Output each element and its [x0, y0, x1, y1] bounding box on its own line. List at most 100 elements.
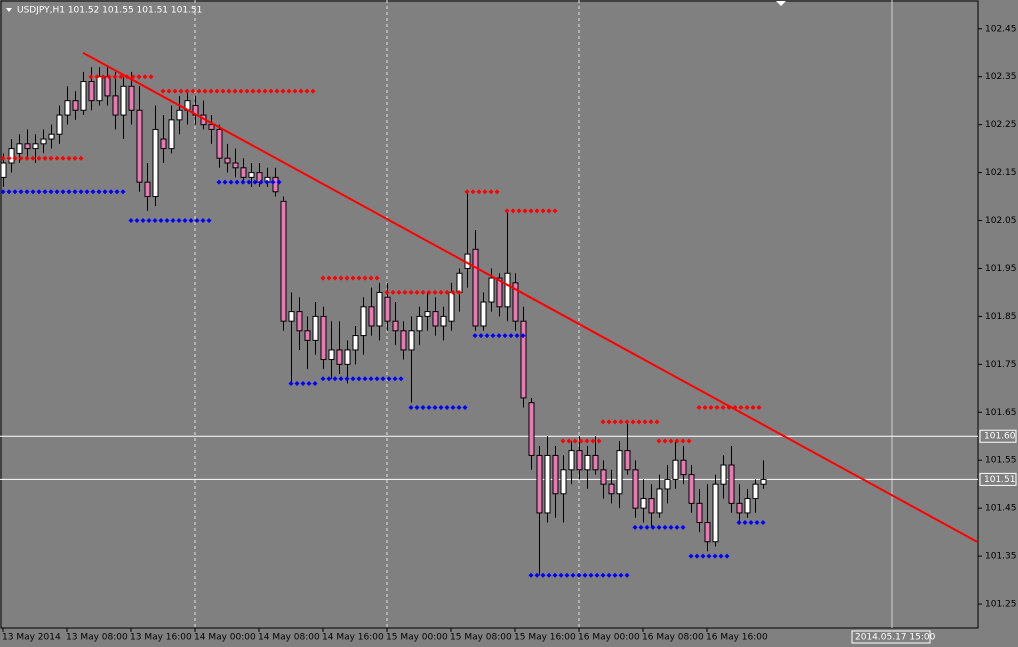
candle-body [496, 277, 503, 308]
candle-body [752, 483, 759, 500]
candle-body [536, 454, 543, 514]
y-tick-label: 101.75 [985, 360, 1017, 370]
y-tick-label: 102.25 [985, 120, 1017, 130]
candle-body [168, 119, 175, 150]
x-tick-label: 14 May 08:00 [258, 633, 320, 643]
candle-body [600, 469, 607, 485]
candle-body [512, 282, 519, 322]
candle-body [744, 498, 751, 514]
candle-body [136, 109, 143, 183]
candle-body [688, 474, 695, 504]
x-tick-label: 16 May 08:00 [642, 633, 704, 643]
candle-body [312, 315, 319, 341]
x-tick-label: 13 May 16:00 [130, 633, 192, 643]
candle-body [56, 114, 63, 135]
x-tick-label: 15 May 16:00 [514, 633, 576, 643]
candle-body [504, 272, 511, 308]
candle-body [648, 498, 655, 514]
candle-body [288, 311, 295, 322]
y-tick-label: 101.55 [985, 456, 1017, 466]
support-level [736, 520, 766, 526]
chart-title: USDJPY,H1 101.52 101.55 101.51 101.51 [17, 6, 202, 16]
candle-body [456, 272, 463, 293]
candle-body [720, 464, 727, 485]
candle-body [552, 454, 559, 495]
support-level [128, 218, 212, 224]
candle-body [640, 498, 647, 509]
candle-body [232, 162, 239, 169]
candle-body [120, 85, 127, 116]
resistance-level [600, 419, 660, 425]
candle-body [208, 124, 215, 130]
candle-body [304, 330, 311, 341]
candle-body [48, 133, 55, 140]
x-tick-label: 15 May 00:00 [386, 633, 448, 643]
candle-body [672, 459, 679, 480]
y-tick-label: 102.35 [985, 72, 1017, 82]
candle-body [440, 315, 447, 327]
resistance-level [656, 438, 692, 444]
price-label: 101.60 [984, 432, 1016, 442]
resistance-level [320, 275, 380, 281]
candle-body [392, 320, 399, 332]
candle-body [360, 306, 367, 337]
support-level [688, 553, 730, 559]
candle-body [96, 76, 103, 102]
support-level [216, 179, 282, 185]
candle-body [160, 138, 167, 150]
plot-frame [0, 0, 979, 629]
candle-body [408, 330, 415, 351]
support-level [408, 404, 468, 410]
x-tick-label: 14 May 00:00 [194, 633, 256, 643]
candle-body [664, 478, 671, 490]
price-label-box [979, 429, 1017, 443]
candle-body [448, 291, 455, 322]
candle-body [680, 459, 687, 476]
candle-body [320, 315, 327, 361]
menu-arrow[interactable] [6, 8, 12, 12]
y-tick-label: 102.05 [985, 216, 1017, 226]
candle-body [336, 349, 343, 365]
candle-body [632, 469, 639, 509]
candle-body [152, 128, 159, 198]
y-tick-label: 101.45 [985, 504, 1017, 514]
resistance-level [0, 155, 84, 161]
candle-body [32, 143, 39, 150]
support-level [528, 572, 630, 578]
y-tick-label: 101.25 [985, 600, 1017, 610]
resistance-level [560, 438, 602, 444]
candle-body [400, 330, 407, 351]
candle-body [16, 143, 23, 154]
candle-body [608, 483, 615, 495]
candle-body [248, 172, 255, 178]
x-tick-label: 16 May 16:00 [706, 633, 768, 643]
candle-body [760, 478, 767, 485]
candle-body [128, 85, 135, 111]
candle-body [544, 454, 551, 514]
candle-body [8, 148, 15, 164]
candle-body [624, 450, 631, 471]
trendline [82, 51, 978, 543]
candle-body [560, 469, 567, 495]
candle-body [520, 320, 527, 399]
y-tick-label: 102.45 [985, 24, 1017, 34]
candle-body [384, 296, 391, 322]
candle-body [472, 248, 479, 327]
resistance-level [384, 289, 462, 295]
candle-body [480, 301, 487, 327]
candle-body [104, 76, 111, 97]
candle-body [296, 311, 303, 332]
y-tick-label: 102.15 [985, 168, 1017, 178]
cursor-label-box [851, 630, 931, 644]
candle-body [344, 349, 351, 365]
candle-body [568, 450, 575, 471]
candle-body [216, 128, 223, 159]
candle-body [616, 450, 623, 495]
resistance-level [696, 404, 762, 410]
candle-body [592, 454, 599, 471]
resistance-level [160, 88, 316, 94]
candle-body [112, 95, 119, 116]
candle-body [416, 315, 423, 332]
